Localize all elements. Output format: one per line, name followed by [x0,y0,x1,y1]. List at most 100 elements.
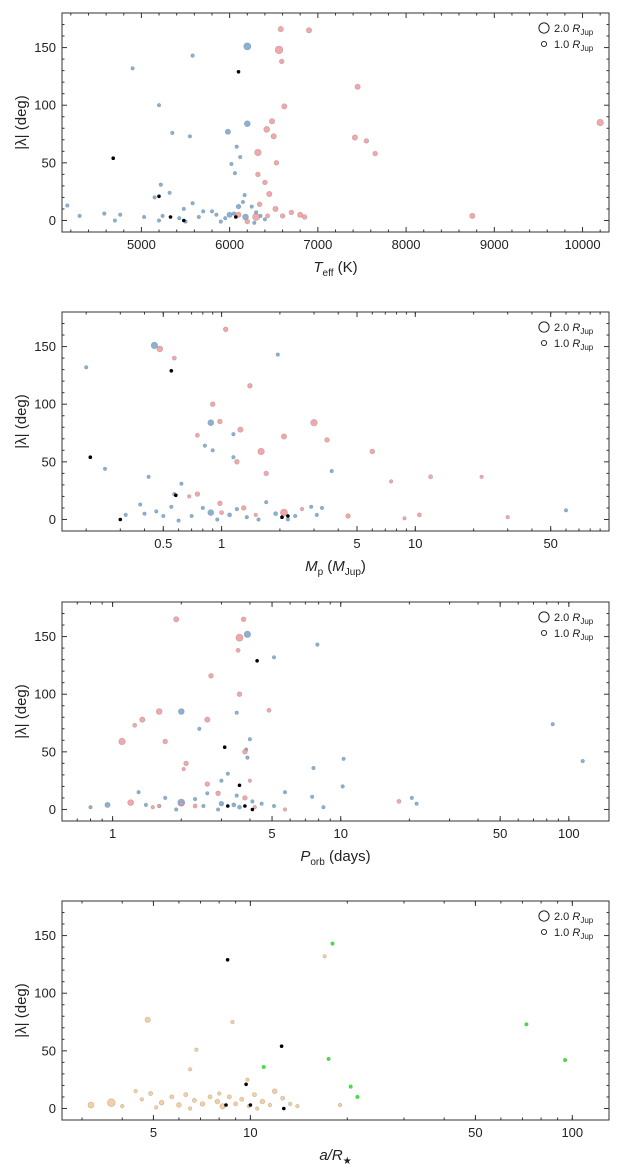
data-point-blue [174,807,179,812]
data-point-black [243,804,247,808]
data-point-blue [250,799,255,804]
data-point-red [310,419,318,427]
data-point-red [219,510,224,515]
data-point-red [282,807,288,812]
data-point-red [235,648,241,653]
data-point-green [326,1056,331,1061]
data-point-blue [102,211,107,216]
data-point-red [187,494,192,499]
data-point-black [282,1106,286,1111]
data-point-red [181,766,186,772]
data-point-blue [156,218,162,223]
x-tick-label: 10000 [564,237,600,252]
data-point-blue [205,791,210,796]
data-point-red [173,616,180,623]
data-point-black [234,215,238,219]
x-tick-label: 9000 [480,237,509,252]
data-point-blue [181,206,186,211]
data-point-blue [234,710,239,715]
data-point-red [118,737,126,746]
data-point-red [265,213,270,219]
data-point-blue [247,737,252,742]
legend-label: 1.0 RJup [554,628,594,642]
data-point-red [235,633,244,642]
data-point-blue [329,469,334,474]
data-point-tan [191,1098,197,1103]
data-point-blue [252,220,257,225]
data-point-blue [143,802,148,808]
data-point-red [242,795,248,801]
data-point-blue [244,515,249,520]
data-point-red [150,805,155,810]
data-point-green [348,1084,353,1089]
data-point-blue [142,511,147,516]
data-point-blue [104,801,111,808]
data-point-blue [262,217,268,222]
data-point-blue [234,793,239,798]
x-tick-label: 5 [268,826,275,841]
data-point-tan [230,1019,235,1025]
legend: 2.0 RJup 1.0 RJup [538,611,594,642]
x-tick-label: 5000 [127,237,156,252]
x-tick-label: 10 [243,1125,257,1140]
x-tick-label: 1 [218,536,225,551]
data-point-tan [259,1098,266,1105]
data-point-red [183,760,189,767]
data-point-red [234,459,240,465]
y-axis-label: |λ| (deg) [13,394,30,448]
data-point-black [226,804,230,808]
data-point-blue [243,630,251,638]
x-axis-label: Teff (K) [313,259,357,279]
data-point-blue [234,507,239,512]
data-point-red [208,673,214,679]
data-point-red [240,616,247,622]
data-point-red [389,479,394,484]
data-point-red [354,83,361,90]
data-point-blue [580,758,585,764]
data-point-red [273,160,280,166]
data-point-blue [112,218,117,223]
data-point-blue [193,796,198,802]
data-point-blue [226,211,233,218]
data-point-red [244,218,251,225]
x-tick-label: 5 [150,1125,157,1140]
data-point-blue [154,509,159,514]
data-point-tan [120,1104,125,1109]
data-point-red [297,211,304,218]
data-point-green [330,941,335,946]
data-point-red [217,500,223,506]
data-point-red [288,209,295,216]
data-point-red [396,799,402,804]
data-point-tan [217,1091,222,1096]
data-point-blue [161,513,166,519]
data-point-black [236,70,241,74]
data-point-red [139,716,146,723]
data-point-blue [142,214,147,220]
data-point-red [277,26,284,33]
data-point-red [272,205,279,212]
data-point-blue [207,509,215,516]
y-tick-label: 100 [34,397,56,412]
data-point-black [157,194,161,199]
x-tick-label: 1 [109,826,116,841]
data-points [65,26,604,225]
x-tick-label: 50 [493,826,507,841]
data-point-red [266,191,273,198]
data-point-red [428,474,433,480]
data-point-red [204,716,211,723]
x-axis-label: Porb (days) [300,848,370,868]
chart-panel-2: 0 50 100 150 0.5 1 5 10 50 |λ| (deg) Mp (MJup) 2.0 … [13,311,610,578]
data-point-blue [88,805,93,810]
data-point-red [268,118,275,125]
data-point-tan [207,1094,213,1100]
data-point-tan [322,954,327,959]
data-point-blue [249,204,254,209]
data-point-black [88,455,93,460]
data-point-tan [272,1088,278,1094]
data-point-blue [177,216,182,221]
y-tick-label: 0 [49,802,56,817]
data-point-red [241,505,247,511]
data-point-red [279,213,286,219]
data-point-tan [133,1089,138,1094]
data-point-blue [319,505,325,511]
